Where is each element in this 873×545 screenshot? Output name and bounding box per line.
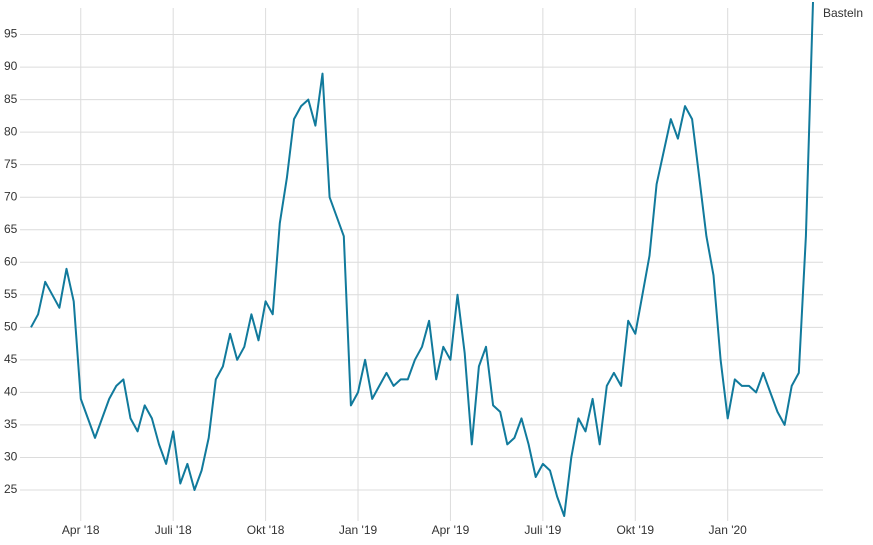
y-tick-label: 40 <box>4 385 18 399</box>
x-tick-label: Jan '20 <box>709 523 748 537</box>
y-tick-label: 55 <box>4 287 18 301</box>
y-tick-label: 75 <box>4 157 18 171</box>
y-tick-label: 30 <box>4 450 18 464</box>
x-tick-label: Okt '18 <box>247 523 285 537</box>
y-tick-label: 45 <box>4 352 18 366</box>
y-tick-label: 70 <box>4 189 18 203</box>
y-tick-label: 35 <box>4 417 18 431</box>
x-tick-label: Okt '19 <box>616 523 654 537</box>
y-tick-label: 60 <box>4 254 18 268</box>
y-tick-label: 95 <box>4 27 18 41</box>
y-tick-label: 50 <box>4 319 18 333</box>
x-tick-label: Apr '19 <box>432 523 470 537</box>
x-tick-label: Jan '19 <box>339 523 378 537</box>
y-tick-label: 80 <box>4 124 18 138</box>
line <box>30 1 814 517</box>
y-tick-label: 65 <box>4 222 18 236</box>
y-tick-label: 90 <box>4 59 18 73</box>
y-tick-label: 85 <box>4 92 18 106</box>
x-tick-label: Apr '18 <box>62 523 100 537</box>
x-tick-label: Juli '18 <box>155 523 192 537</box>
x-tick-label: Juli '19 <box>524 523 561 537</box>
series-label: Basteln <box>823 6 863 20</box>
y-tick-label: 25 <box>4 482 18 496</box>
